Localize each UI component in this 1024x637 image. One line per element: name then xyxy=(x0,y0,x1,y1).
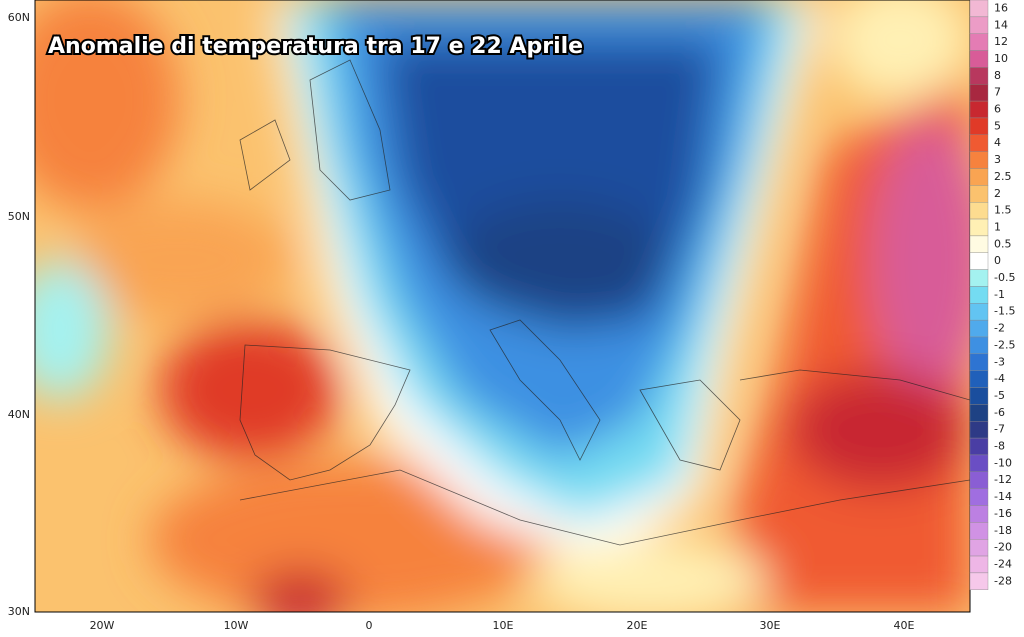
legend-swatch xyxy=(969,168,989,186)
legend-label: 3 xyxy=(994,153,1001,166)
lon-label: 40E xyxy=(894,619,915,632)
legend-swatch xyxy=(969,84,989,102)
legend-label: -1 xyxy=(994,288,1005,301)
legend-swatch xyxy=(969,134,989,152)
legend-label: -7 xyxy=(994,423,1005,436)
legend-swatch xyxy=(969,572,989,590)
legend-label: 5 xyxy=(994,119,1001,132)
legend-label: 12 xyxy=(994,35,1008,48)
legend-swatch xyxy=(969,151,989,169)
lon-label: 20E xyxy=(627,619,648,632)
legend-label: 14 xyxy=(994,18,1008,31)
legend-label: 10 xyxy=(994,52,1008,65)
legend-label: 7 xyxy=(994,86,1001,99)
legend-swatch xyxy=(969,50,989,68)
legend-swatch xyxy=(969,370,989,388)
legend-label: 1 xyxy=(994,220,1001,233)
color-legend: 16 14 12 10 8 7 6 5 4 3 2.5 2 1.5 1 0.5 0 -0.5 -1 -1.5 -2 -2… xyxy=(969,0,1015,590)
legend-swatch xyxy=(969,488,989,506)
legend-swatch xyxy=(969,269,989,287)
legend-swatch xyxy=(969,185,989,203)
legend-swatch xyxy=(969,117,989,135)
legend-label: 4 xyxy=(994,136,1001,149)
legend-label: -12 xyxy=(994,473,1012,486)
legend-label: -14 xyxy=(994,490,1012,503)
legend-swatch xyxy=(969,67,989,85)
legend-label: -10 xyxy=(994,456,1012,469)
legend-swatch xyxy=(969,437,989,456)
legend-swatch xyxy=(969,100,989,119)
legend-label: -20 xyxy=(994,541,1012,554)
legend-swatch xyxy=(969,201,989,220)
legend-label: -6 xyxy=(994,406,1005,419)
lon-axis: 20W 10W 0 10E 20E 30E 40E xyxy=(90,619,915,632)
lat-label: 40N xyxy=(8,408,30,421)
legend-swatch xyxy=(969,33,989,51)
coastlines xyxy=(239,59,970,546)
lat-axis: 60N 50N 40N 30N xyxy=(8,11,30,618)
map-title: Anomalie di temperatura tra 17 e 22 Apri… xyxy=(48,34,583,59)
legend-label: 0 xyxy=(994,254,1001,267)
legend-label: -5 xyxy=(994,389,1005,402)
legend-swatch xyxy=(969,286,989,304)
legend-swatch xyxy=(969,16,989,34)
legend-label: 1.5 xyxy=(994,204,1012,217)
lat-label: 50N xyxy=(8,210,30,223)
legend-swatch xyxy=(969,252,989,270)
legend-label: -1.5 xyxy=(994,305,1015,318)
legend-swatch xyxy=(969,421,989,439)
legend-swatch xyxy=(969,505,989,523)
temperature-field xyxy=(35,0,970,612)
legend-label: -2 xyxy=(994,322,1005,335)
legend-label: -8 xyxy=(994,440,1005,453)
legend-swatch xyxy=(969,218,989,237)
legend-label: -0.5 xyxy=(994,271,1015,284)
legend-label: -18 xyxy=(994,524,1012,537)
legend-label: -2.5 xyxy=(994,338,1015,351)
legend-swatch xyxy=(969,353,989,371)
legend-label: 2 xyxy=(994,187,1001,200)
legend-swatch xyxy=(969,539,989,557)
legend-label: -24 xyxy=(994,557,1012,570)
legend-label: 8 xyxy=(994,69,1001,82)
lon-label: 20W xyxy=(90,619,115,632)
lon-label: 10E xyxy=(493,619,514,632)
legend-swatch xyxy=(969,235,989,253)
legend-swatch xyxy=(969,555,989,574)
legend-swatch xyxy=(969,387,989,405)
legend-label: 6 xyxy=(994,103,1001,116)
legend-label: -3 xyxy=(994,355,1005,368)
legend-swatch xyxy=(969,454,989,473)
legend-label: 0.5 xyxy=(994,237,1012,250)
legend-label: 2.5 xyxy=(994,170,1012,183)
lat-label: 30N xyxy=(8,605,30,618)
legend-swatch xyxy=(969,471,989,489)
legend-swatch xyxy=(969,319,989,338)
legend-label: -28 xyxy=(994,574,1012,587)
legend-swatch xyxy=(969,336,989,355)
legend-label: -16 xyxy=(994,507,1012,520)
legend-label: 16 xyxy=(994,1,1008,14)
legend-swatch xyxy=(969,522,989,540)
legend-swatch xyxy=(969,0,989,18)
lat-label: 60N xyxy=(8,11,30,24)
legend-label: -4 xyxy=(994,372,1005,385)
lon-label: 0 xyxy=(366,619,373,632)
legend-swatch xyxy=(969,303,989,321)
legend-swatch xyxy=(969,404,989,422)
lon-label: 10W xyxy=(224,619,249,632)
lon-label: 30E xyxy=(760,619,781,632)
